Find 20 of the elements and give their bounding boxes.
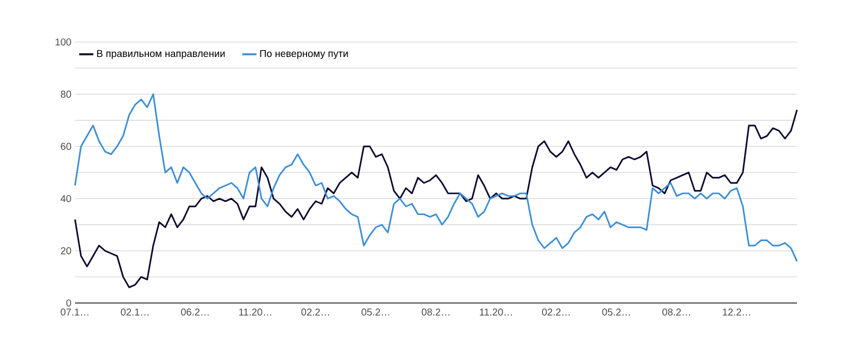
y-tick-label: 20 bbox=[60, 247, 72, 254]
x-tick-label: 02.1… bbox=[120, 308, 148, 316]
x-tick-label: 11.20… bbox=[480, 308, 512, 316]
x-tick-label: 05.2… bbox=[602, 308, 630, 316]
y-tick-label: 60 bbox=[60, 142, 72, 150]
x-tick-label: 02.2… bbox=[542, 308, 570, 316]
x-tick-label: 08.2… bbox=[422, 308, 450, 316]
x-tick-label: 05.2… bbox=[362, 308, 390, 316]
x-tick-label: 08.2… bbox=[662, 308, 690, 316]
x-tick-label: 11.20… bbox=[239, 308, 272, 316]
y-tick-label: 40 bbox=[60, 195, 72, 202]
y-tick-label: 0 bbox=[66, 299, 72, 307]
legend-label: По неверному пути bbox=[260, 50, 348, 60]
x-tick-label: 06.2… bbox=[181, 308, 209, 316]
x-tick-label: 02.2… bbox=[301, 308, 329, 316]
x-tick-label: 12.2… bbox=[722, 308, 750, 316]
y-tick-label: 80 bbox=[60, 90, 72, 98]
legend-label: В правильном направлении bbox=[97, 50, 225, 60]
y-tick-label: 100 bbox=[56, 38, 72, 46]
x-tick-label: 07.1… bbox=[60, 308, 88, 316]
